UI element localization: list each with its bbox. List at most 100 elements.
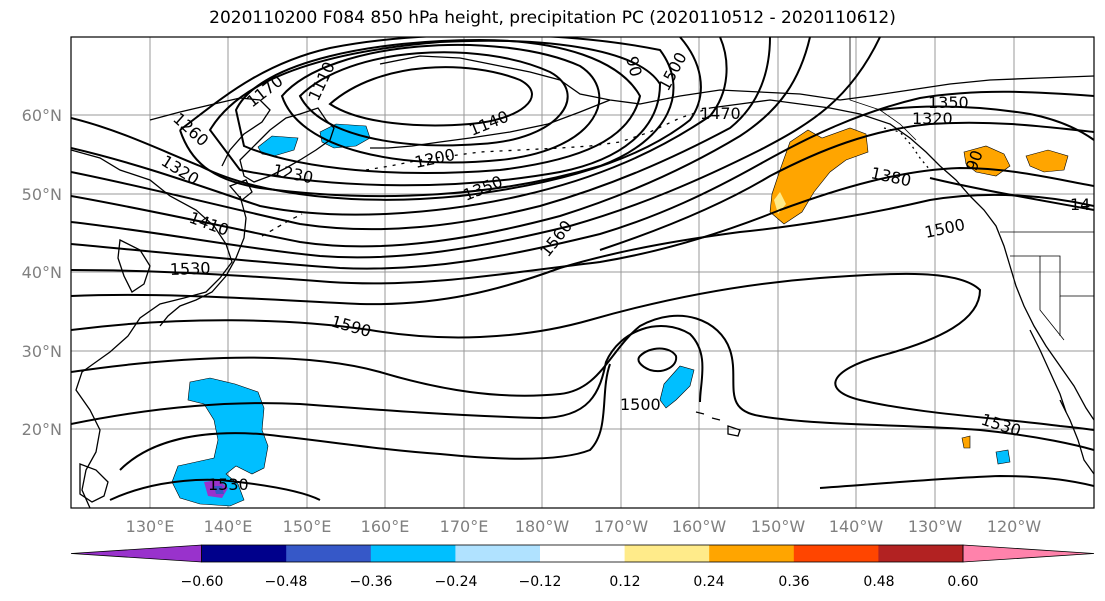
coast-hawaii xyxy=(695,411,741,437)
colorbar-segment xyxy=(624,545,710,562)
lon-label: 130°W xyxy=(908,517,963,536)
contour-1530-sw xyxy=(109,478,321,501)
coast-alaska-peninsula xyxy=(370,99,611,149)
border-states-1 xyxy=(1010,255,1094,297)
contour-label: 1470 xyxy=(700,104,741,123)
contour-hawaii-low xyxy=(637,347,678,372)
precip-neg-philippine-sea xyxy=(171,377,269,507)
colorbar-segment xyxy=(540,545,626,562)
precip-shading xyxy=(171,123,1069,507)
colorbar-segment xyxy=(370,545,456,562)
contour-1380 xyxy=(71,37,771,231)
contour-1320-east xyxy=(879,105,1094,141)
colorbar-tick-label: 0.24 xyxy=(693,574,724,590)
contour-1530-east xyxy=(819,474,1094,489)
contour-1230 xyxy=(208,39,662,187)
colorbar-segment xyxy=(201,545,287,562)
coast-alaska-gulf xyxy=(709,99,1094,421)
lat-label: 20°N xyxy=(22,420,62,439)
colorbar-tick-label: −0.12 xyxy=(519,574,562,590)
colorbar xyxy=(70,544,1095,563)
coast-kuriles xyxy=(261,213,303,237)
lon-label: 140°W xyxy=(829,517,884,536)
precip-neg-kamchatka-a xyxy=(257,135,299,157)
contour-label: 1320 xyxy=(912,109,953,128)
lat-label: 40°N xyxy=(22,263,62,282)
lon-label: 170°W xyxy=(594,517,649,536)
colorbar-segment xyxy=(455,545,541,562)
lat-label: 60°N xyxy=(22,106,62,125)
contour-label: 1350 xyxy=(928,93,969,112)
contour-low-1110 xyxy=(280,43,601,164)
precip-neg-hawaii xyxy=(659,365,695,409)
contour-1320 xyxy=(71,37,702,201)
colorbar-tick-label: −0.60 xyxy=(181,574,224,590)
contour-1470 xyxy=(71,90,1094,270)
lon-label: 120°W xyxy=(987,517,1042,536)
contour-1530-south xyxy=(71,325,704,425)
contour-1380-east xyxy=(929,177,1094,211)
contour-1440 xyxy=(71,37,881,259)
contour-label: 14 xyxy=(1070,195,1090,214)
colorbar-tick-label: −0.48 xyxy=(265,574,308,590)
border-states-2 xyxy=(1039,256,1065,341)
colorbar-tick-labels: −0.60 −0.48 −0.36 −0.24 −0.12 0.12 0.24 … xyxy=(181,574,979,590)
colorbar-segment xyxy=(709,545,795,562)
contour-label: 1530 xyxy=(208,475,249,494)
coast-mexico xyxy=(1059,399,1094,475)
colorbar-extend-max xyxy=(962,544,1095,563)
coast-bc-islands xyxy=(883,127,931,171)
map-frame xyxy=(70,36,1095,509)
coast-baja xyxy=(1029,329,1067,413)
contour-label: 1530 xyxy=(169,259,210,279)
colorbar-tick-label: 0.60 xyxy=(947,574,978,590)
contour-low-center-2 xyxy=(298,51,569,147)
colorbar-outline xyxy=(201,544,964,563)
lat-label: 50°N xyxy=(22,185,62,204)
colorbar-extend-min xyxy=(70,544,202,563)
lon-label: 170°E xyxy=(440,517,489,536)
lon-label: 140°E xyxy=(204,517,253,536)
contour-1500-south xyxy=(119,363,611,471)
longitude-labels: 130°E 140°E 150°E 160°E 170°E 180°W 170°… xyxy=(126,517,1042,536)
lon-label: 180°W xyxy=(515,517,570,536)
precip-pos-gulf-light xyxy=(774,192,786,214)
lon-label: 150°E xyxy=(283,517,332,536)
coast-japan xyxy=(159,195,247,327)
lon-label: 160°E xyxy=(361,517,410,536)
colorbar-tick-label: 0.12 xyxy=(609,574,640,590)
contour-1530-west xyxy=(71,166,1094,285)
contour-low-center-1 xyxy=(328,66,533,127)
contour-label: 90 xyxy=(622,54,646,79)
lat-label: 30°N xyxy=(22,342,62,361)
colorbar-segment xyxy=(878,545,964,562)
contour-label: 1500 xyxy=(620,395,661,414)
contour-1560 xyxy=(71,193,1094,306)
coast-korea xyxy=(117,239,151,293)
coast-okhotsk xyxy=(149,97,271,167)
contour-1500-east xyxy=(599,121,1094,251)
precip-pos-mexico xyxy=(961,435,971,449)
colorbar-tick-label: −0.36 xyxy=(350,574,393,590)
colorbar-tick-label: 0.36 xyxy=(778,574,809,590)
coast-kamchatka xyxy=(239,107,335,183)
precip-pos-gulf-alaska xyxy=(769,127,869,225)
colorbar-segment xyxy=(793,545,879,562)
contour-1350 xyxy=(71,37,728,216)
map-title: 2020110200 F084 850 hPa height, precipit… xyxy=(209,8,896,28)
lon-label: 150°W xyxy=(751,517,806,536)
colorbar-segment xyxy=(286,545,372,562)
colorbar-tick-label: 0.48 xyxy=(863,574,894,590)
contour-1590-b xyxy=(71,314,1094,451)
coast-asia-east xyxy=(71,149,233,508)
precip-neg-mexico xyxy=(995,449,1011,465)
contour-1170 xyxy=(234,38,642,174)
height-contours xyxy=(71,37,1094,501)
precip-neg-core2 xyxy=(214,486,224,494)
coast-philippines xyxy=(79,463,109,503)
latitude-labels: 60°N 50°N 40°N 30°N 20°N xyxy=(22,106,62,439)
precip-pos-bc-b xyxy=(1025,149,1069,173)
lon-label: 160°W xyxy=(672,517,727,536)
lon-label: 130°E xyxy=(126,517,175,536)
